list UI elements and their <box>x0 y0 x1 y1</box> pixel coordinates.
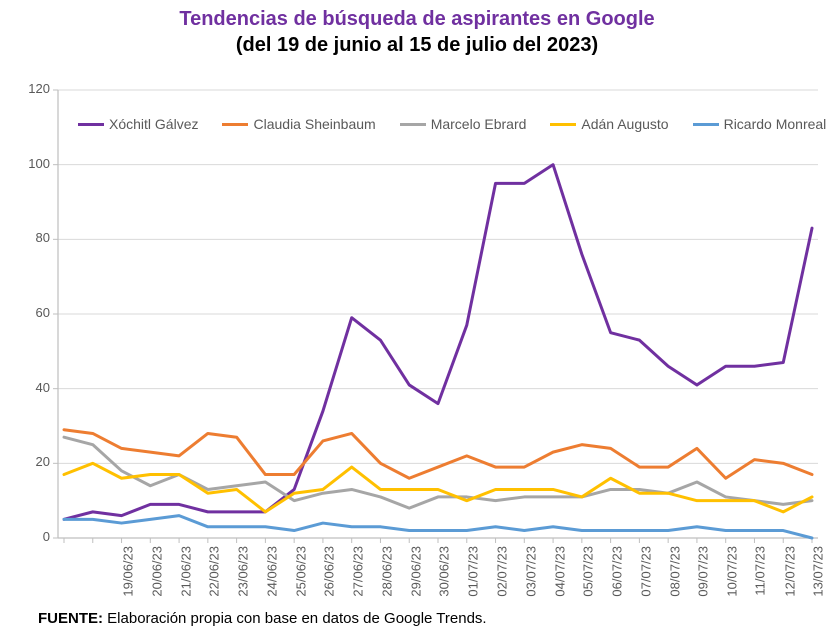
x-tick-label: 13/07/23 <box>811 546 826 597</box>
series-line <box>64 437 812 508</box>
x-tick-label: 12/07/23 <box>782 546 797 597</box>
x-tick-label: 03/07/23 <box>523 546 538 597</box>
x-tick-label: 01/07/23 <box>466 546 481 597</box>
x-tick-label: 21/06/23 <box>178 546 193 597</box>
x-tick-label: 04/07/23 <box>552 546 567 597</box>
y-tick-label: 100 <box>18 156 50 171</box>
x-tick-label: 22/06/23 <box>207 546 222 597</box>
y-tick-label: 20 <box>18 454 50 469</box>
x-tick-label: 05/07/23 <box>581 546 596 597</box>
x-tick-label: 11/07/23 <box>753 546 768 596</box>
x-tick-label: 27/06/23 <box>351 546 366 597</box>
plot-area <box>58 90 818 538</box>
series-line <box>64 430 812 479</box>
chart-title-line2: (del 19 de junio al 15 de julio del 2023… <box>0 34 834 57</box>
chart-title-line1: Tendencias de búsqueda de aspirantes en … <box>0 8 834 31</box>
x-tick-label: 25/06/23 <box>293 546 308 597</box>
x-tick-label: 20/06/23 <box>149 546 164 597</box>
x-tick-label: 30/06/23 <box>437 546 452 597</box>
footer-label: FUENTE: <box>38 610 103 627</box>
chart-source-footer: FUENTE: Elaboración propia con base en d… <box>38 610 487 627</box>
footer-text: Elaboración propia con base en datos de … <box>103 610 487 627</box>
series-line <box>64 516 812 538</box>
x-tick-label: 19/06/23 <box>121 546 136 597</box>
x-tick-label: 08/07/23 <box>667 546 682 597</box>
x-tick-label: 29/06/23 <box>408 546 423 597</box>
y-tick-label: 0 <box>18 529 50 544</box>
chart-container: Tendencias de búsqueda de aspirantes en … <box>0 0 834 637</box>
x-tick-label: 26/06/23 <box>322 546 337 597</box>
x-tick-label: 10/07/23 <box>725 546 740 597</box>
x-tick-label: 28/06/23 <box>380 546 395 597</box>
x-tick-label: 06/07/23 <box>610 546 625 597</box>
x-tick-label: 02/07/23 <box>495 546 510 597</box>
y-tick-label: 80 <box>18 230 50 245</box>
y-tick-label: 40 <box>18 380 50 395</box>
x-tick-label: 23/06/23 <box>236 546 251 597</box>
x-tick-label: 24/06/23 <box>264 546 279 597</box>
y-tick-label: 120 <box>18 81 50 96</box>
x-tick-label: 07/07/23 <box>638 546 653 597</box>
x-tick-label: 09/07/23 <box>696 546 711 597</box>
y-tick-label: 60 <box>18 305 50 320</box>
